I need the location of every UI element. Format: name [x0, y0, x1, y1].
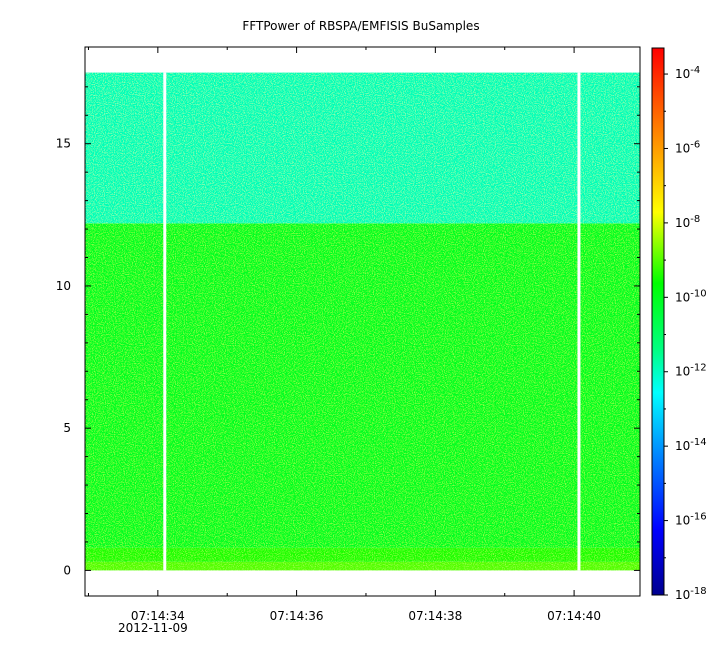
power-band-2 — [85, 223, 640, 548]
power-bands — [85, 72, 640, 571]
colorbar-tick-label: 10-16 — [675, 512, 707, 528]
chart-title: FFTPower of RBSPA/EMFISIS BuSamples — [242, 19, 479, 33]
data-gap-0 — [163, 72, 167, 571]
colorbar-tick-label: 10-18 — [675, 586, 707, 602]
colorbar-tick-label: 10-6 — [675, 139, 700, 155]
x-tick-label: 07:14:34 — [131, 609, 185, 623]
y-tick-label: 0 — [63, 563, 71, 577]
x-tick-label: 07:14:38 — [408, 609, 462, 623]
colorbar-tick-label: 10-4 — [675, 65, 700, 81]
plot-frame — [84, 46, 641, 597]
power-band-1 — [85, 547, 640, 562]
power-band-0 — [85, 561, 640, 571]
x-date-label: 2012-11-09 — [118, 621, 188, 635]
colorbar-tick-label: 10-14 — [675, 437, 707, 453]
power-band-3 — [85, 72, 640, 224]
y-tick-label: 5 — [63, 421, 71, 435]
y-tick-label: 15 — [56, 137, 71, 151]
y-tick-label: 10 — [56, 279, 71, 293]
colorbar — [651, 47, 665, 596]
colorbar-axis: 10-4 10-6 10-8 10-10 10-12 10-14 10-16 10-18 — [664, 65, 707, 602]
y-axis: 0 5 10 15 — [56, 86, 640, 577]
colorbar-tick-label: 10-10 — [675, 288, 707, 304]
x-tick-label: 07:14:40 — [547, 609, 601, 623]
colorbar-tick-label: 10-12 — [675, 363, 707, 379]
x-tick-label: 07:14:36 — [270, 609, 324, 623]
data-gap-1 — [577, 72, 581, 571]
x-axis: 07:14:34 07:14:36 07:14:38 07:14:40 — [87, 47, 601, 623]
spectrogram-plot-area — [85, 72, 640, 571]
colorbar-tick-label: 10-8 — [675, 214, 700, 230]
